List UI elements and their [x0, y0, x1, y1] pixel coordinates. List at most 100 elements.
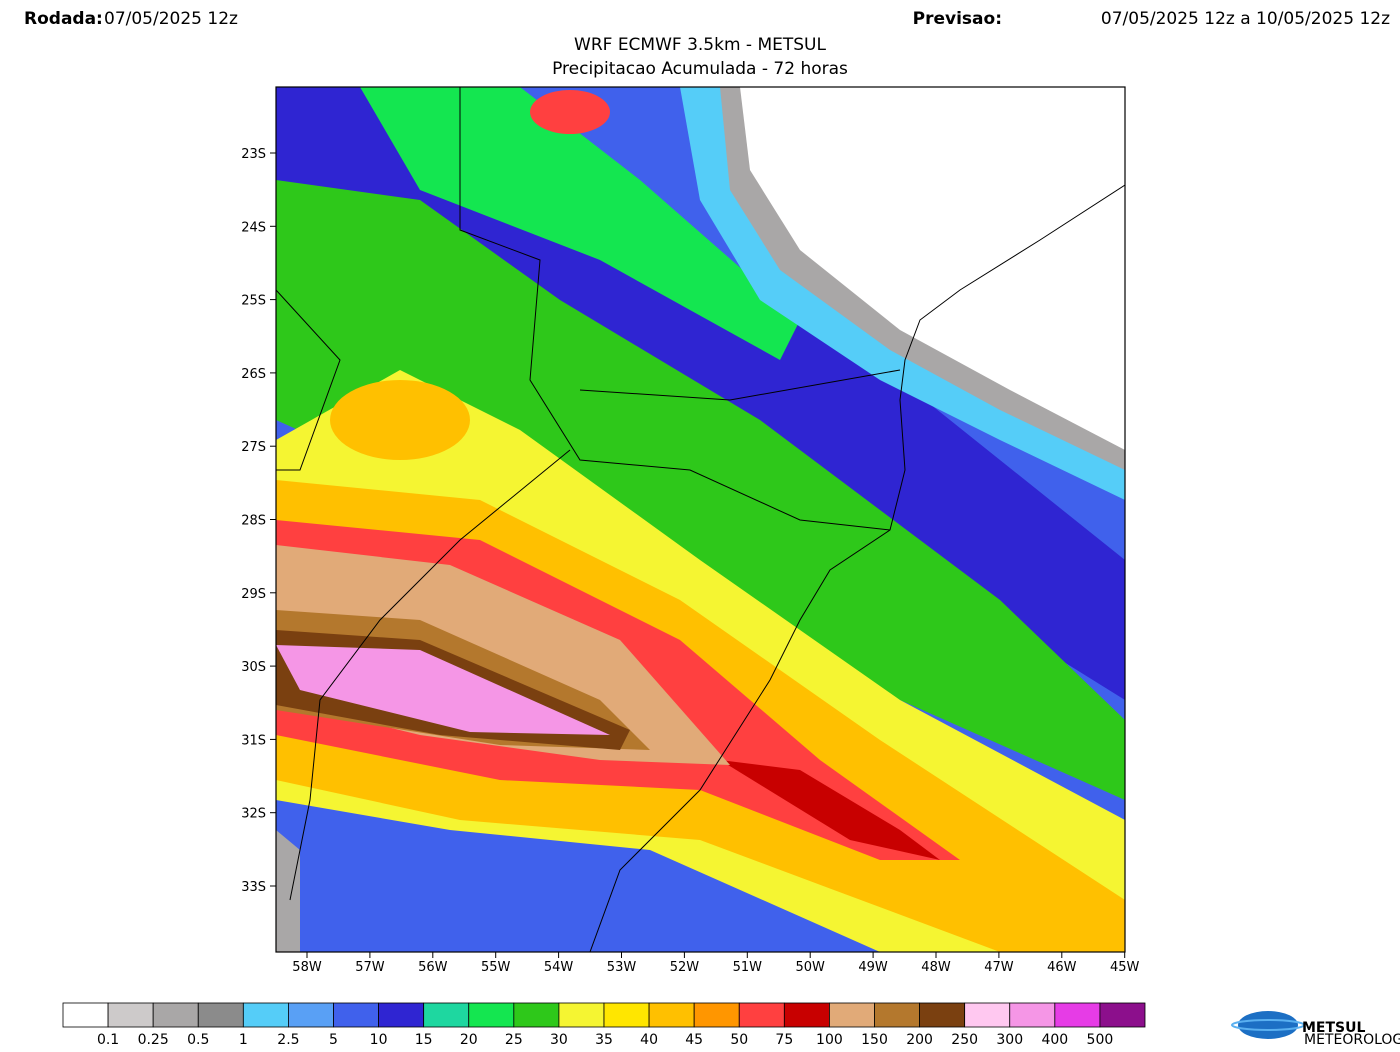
coastline: [589, 184, 1125, 952]
colorbar-label: 25: [505, 1032, 523, 1048]
lon-label: 54W: [544, 960, 574, 975]
lon-label: 57W: [355, 960, 385, 975]
colorbar: 0.1 0.25 0.5 1 2.5 5 10 15 20 25 30 35 40 45 50 75 100 15…: [62, 1002, 1146, 1048]
colorbar-label: 50: [730, 1032, 748, 1048]
field-band: [720, 760, 940, 860]
colorbar-label: 250: [951, 1032, 978, 1048]
colorbar-cell: [1099, 1002, 1146, 1028]
colorbar-cell: [603, 1002, 650, 1028]
lat-label: 25S: [241, 294, 266, 309]
colorbar-label: 200: [906, 1032, 933, 1048]
colorbar-cell: [738, 1002, 785, 1028]
logo-ring: [1231, 1019, 1305, 1031]
lat-label: 26S: [241, 367, 266, 382]
colorbar-cell: [378, 1002, 425, 1028]
colorbar-label: 2.5: [277, 1032, 299, 1048]
lon-label: 48W: [921, 960, 951, 975]
lon-label: 52W: [670, 960, 700, 975]
border: [276, 289, 341, 471]
colorbar-label: 0.25: [138, 1032, 169, 1048]
run-value: 07/05/2025 12z: [104, 9, 238, 29]
colorbar-cell: [62, 1002, 109, 1028]
colorbar-label: 300: [996, 1032, 1023, 1048]
colorbar-label: 15: [415, 1032, 433, 1048]
forecast-label: Previsao:: [913, 9, 1002, 29]
field-band: [276, 180, 1125, 800]
colorbar-cell: [919, 1002, 966, 1028]
colorbar-cell: [468, 1002, 515, 1028]
lon-label: 50W: [795, 960, 825, 975]
colorbar-cell: [152, 1002, 199, 1028]
colorbar-cell: [648, 1002, 695, 1028]
lat-label: 24S: [241, 220, 266, 235]
colorbar-cell: [197, 1002, 244, 1028]
border: [459, 87, 891, 531]
lat-label: 30S: [241, 660, 266, 675]
lon-label: 45W: [1110, 960, 1140, 975]
colorbar-cell: [783, 1002, 830, 1028]
colorbar-label: 500: [1087, 1032, 1114, 1048]
lat-label: 33S: [241, 880, 266, 895]
lat-axis: 23S 24S 25S 26S 27S 28S 29S 30S 31S 32S 33S: [241, 147, 276, 895]
lon-label: 56W: [418, 960, 448, 975]
border: [579, 369, 901, 401]
colorbar-cell: [107, 1002, 154, 1028]
lat-label: 27S: [241, 440, 266, 455]
colorbar-cell: [242, 1002, 289, 1028]
logo: METSUL METEOROLOGIA: [1231, 1011, 1400, 1048]
colorbar-label: 0.5: [187, 1032, 209, 1048]
logo-name: METSUL: [1302, 1020, 1365, 1036]
colorbar-label: 35: [595, 1032, 613, 1048]
lat-label: 31S: [241, 733, 266, 748]
colorbar-label: 10: [370, 1032, 388, 1048]
lon-label: 55W: [481, 960, 511, 975]
colorbar-cell: [964, 1002, 1011, 1028]
precip-field: [276, 87, 1125, 952]
lon-axis: 58W 57W 56W 55W 54W 53W 52W 51W 50W 49W 48W 47W 46W 4…: [292, 952, 1140, 975]
lon-label: 46W: [1047, 960, 1077, 975]
colorbar-label: 1: [239, 1032, 248, 1048]
lat-label: 32S: [241, 807, 266, 822]
colorbar-label: 5: [329, 1032, 338, 1048]
lat-label: 29S: [241, 587, 266, 602]
field-blob: [530, 90, 610, 134]
colorbar-cell: [693, 1002, 740, 1028]
colorbar-label: 45: [685, 1032, 703, 1048]
colorbar-label: 75: [775, 1032, 793, 1048]
field-band: [276, 645, 610, 735]
title: WRF ECMWF 3.5km - METSUL: [574, 35, 826, 55]
colorbar-label: 30: [550, 1032, 568, 1048]
colorbar-label: 40: [640, 1032, 658, 1048]
colorbar-label: 0.1: [97, 1032, 119, 1048]
lat-label: 28S: [241, 514, 266, 529]
colorbar-cell: [1054, 1002, 1101, 1028]
subtitle: Precipitacao Acumulada - 72 horas: [552, 59, 848, 79]
field-land: [740, 87, 1125, 450]
colorbar-cell: [558, 1002, 605, 1028]
colorbar-label: 100: [816, 1032, 843, 1048]
colorbar-cell: [288, 1002, 334, 1028]
lon-label: 49W: [858, 960, 888, 975]
lat-label: 23S: [241, 147, 266, 162]
colorbar-cell: [829, 1002, 875, 1028]
run-label: Rodada:: [24, 9, 103, 29]
colorbar-cell: [423, 1002, 470, 1028]
field-band: [276, 830, 300, 952]
colorbar-cell: [874, 1002, 920, 1028]
colorbar-label: 20: [460, 1032, 478, 1048]
logo-globe: [1238, 1011, 1298, 1039]
lon-label: 51W: [733, 960, 763, 975]
logo-tagline: METEOROLOGIA: [1304, 1032, 1400, 1048]
forecast-value: 07/05/2025 12z a 10/05/2025 12z: [1101, 9, 1390, 29]
colorbar-cell: [513, 1002, 560, 1028]
colorbar-cell: [333, 1002, 379, 1028]
border: [289, 449, 571, 901]
lon-label: 47W: [984, 960, 1014, 975]
field-band: [360, 87, 800, 360]
colorbar-cell: [1009, 1002, 1056, 1028]
field-blob: [330, 380, 470, 460]
colorbar-label: 400: [1041, 1032, 1068, 1048]
lon-label: 58W: [292, 960, 322, 975]
colorbar-label: 150: [861, 1032, 888, 1048]
